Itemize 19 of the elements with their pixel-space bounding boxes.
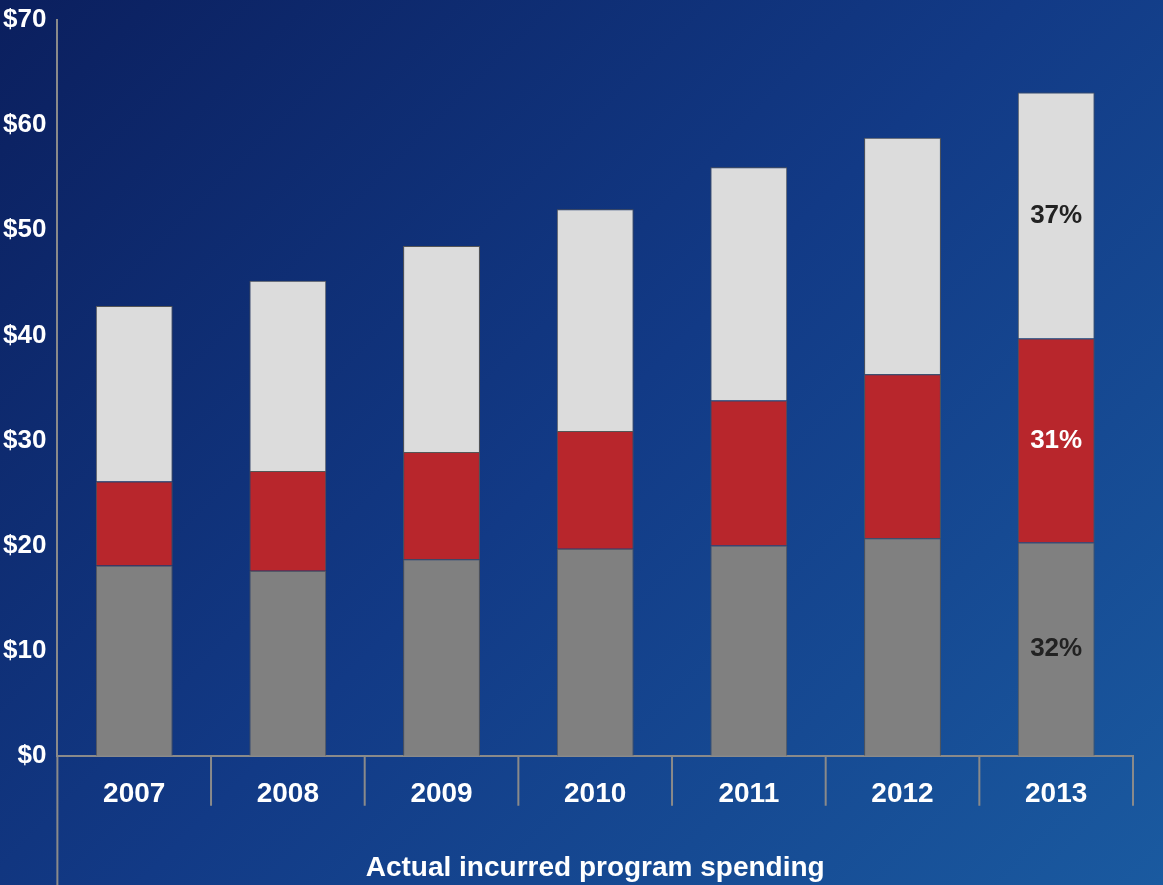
y-tick-label: $40 (2, 318, 47, 349)
x-tick-label: 2011 (718, 777, 780, 809)
x-tick-label: 2009 (410, 777, 473, 809)
x-tick-label: 2013 (1025, 777, 1088, 809)
annotation: 31% (1030, 423, 1083, 454)
y-tick-label: $60 (2, 108, 47, 139)
y-tick-label: $20 (2, 528, 47, 559)
x-tick-label: 2007 (103, 777, 166, 809)
y-tick-label: $10 (2, 633, 47, 664)
y-tick-label: $70 (2, 3, 47, 34)
y-tick-label: $0 (17, 738, 47, 769)
annotation: 37% (1030, 198, 1083, 229)
x-tick-label: 2010 (564, 777, 627, 809)
annotation: 32% (1030, 632, 1083, 663)
y-tick-label: $50 (2, 213, 47, 244)
y-tick-label: $30 (2, 423, 47, 454)
x-axis-title: Actual incurred program spending (365, 850, 825, 882)
x-tick-label: 2012 (871, 777, 934, 809)
x-tick-label: 2008 (256, 777, 320, 809)
